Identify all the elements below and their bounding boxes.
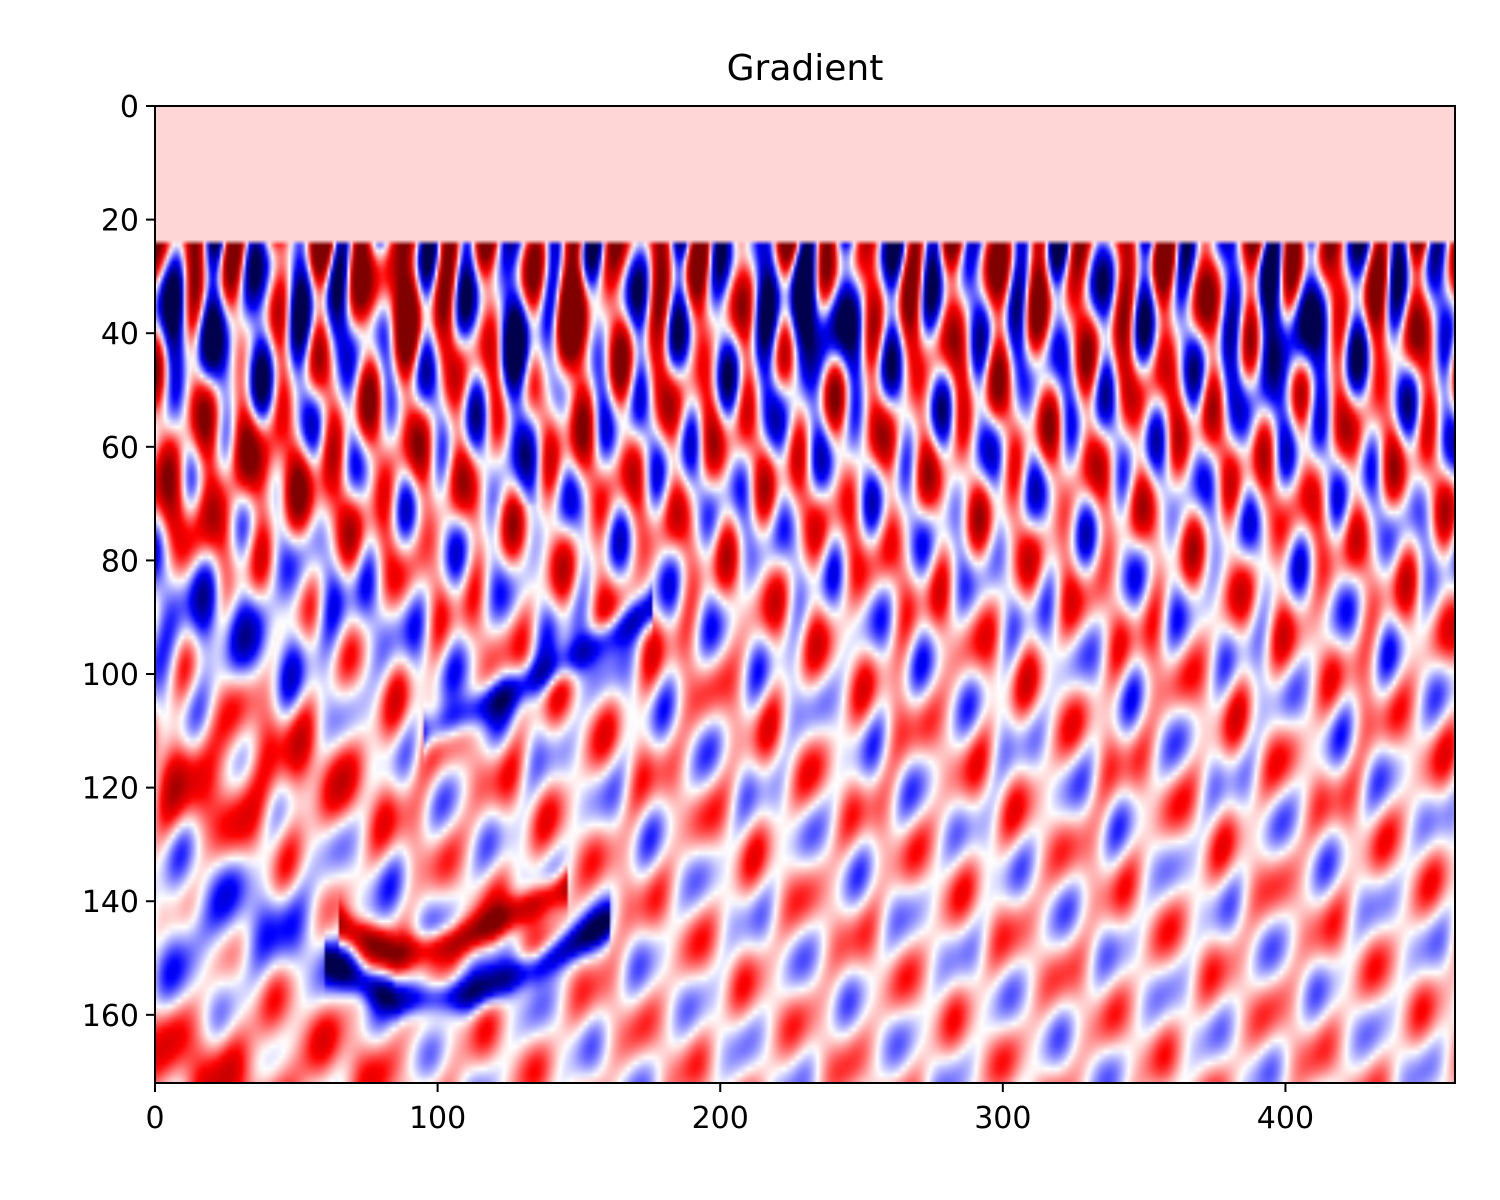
y-tick-label: 0 bbox=[120, 90, 139, 125]
x-tick-label: 100 bbox=[409, 1101, 466, 1136]
plot-frame bbox=[154, 105, 1456, 1084]
x-axis: 0 100 200 300 400 bbox=[145, 1083, 1314, 1136]
y-tick-label: 160 bbox=[82, 999, 139, 1034]
heatmap-area bbox=[154, 105, 1456, 1084]
y-tick-label: 80 bbox=[101, 544, 139, 579]
y-tick-label: 120 bbox=[82, 772, 139, 807]
y-axis: 0 20 40 60 80 100 120 140 160 bbox=[82, 90, 155, 1034]
y-tick-label: 100 bbox=[82, 658, 139, 693]
heatmap-image bbox=[155, 106, 1455, 1083]
x-tick-label: 200 bbox=[692, 1101, 749, 1136]
y-tick-label: 140 bbox=[82, 885, 139, 920]
y-tick-label: 60 bbox=[101, 431, 139, 466]
chart-title: Gradient bbox=[727, 48, 884, 89]
x-tick-label: 300 bbox=[974, 1101, 1031, 1136]
x-tick-label: 0 bbox=[145, 1101, 164, 1136]
y-tick-label: 40 bbox=[101, 317, 139, 352]
x-tick-label: 400 bbox=[1257, 1101, 1314, 1136]
y-tick-label: 20 bbox=[101, 204, 139, 239]
